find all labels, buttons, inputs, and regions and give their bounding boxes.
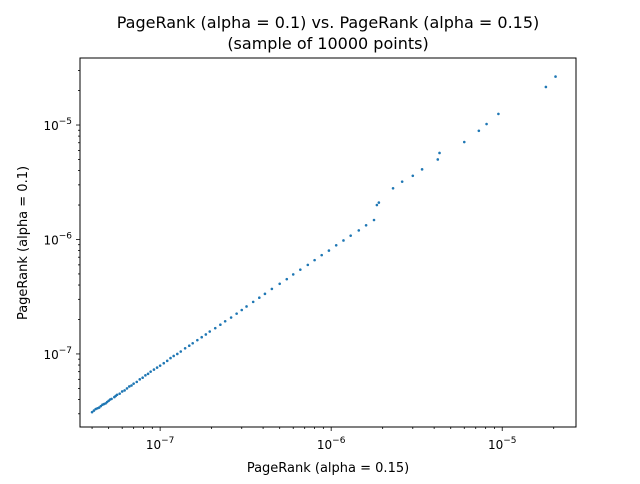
data-point <box>372 218 376 222</box>
data-point <box>554 75 557 78</box>
y-tick-label: 10−6 <box>43 231 72 247</box>
data-point <box>270 287 274 291</box>
data-point <box>196 338 199 342</box>
data-point <box>327 249 331 252</box>
data-point <box>313 258 316 262</box>
data-point <box>183 347 187 350</box>
data-point <box>115 393 119 397</box>
data-point <box>342 239 345 242</box>
data-point <box>187 344 191 348</box>
data-point <box>125 387 129 390</box>
data-point <box>334 243 338 247</box>
chart-title: PageRank (alpha = 0.1) vs. PageRank (alp… <box>117 13 540 32</box>
data-point <box>172 354 175 358</box>
data-point <box>477 129 481 133</box>
data-point <box>169 356 172 360</box>
data-point <box>263 292 267 296</box>
scatter-points <box>90 75 557 414</box>
x-axis-label: PageRank (alpha = 0.15) <box>247 461 409 476</box>
data-point <box>179 350 183 353</box>
data-point <box>400 180 404 183</box>
data-point <box>245 305 248 308</box>
data-point <box>258 296 261 300</box>
x-axis-ticks: 10−7 10−6 10−5 <box>91 427 555 452</box>
data-point <box>152 368 156 371</box>
data-point <box>118 392 121 395</box>
data-point <box>204 333 208 336</box>
data-point <box>123 389 126 392</box>
data-point <box>438 151 441 155</box>
data-point <box>135 380 139 384</box>
data-point <box>462 140 466 144</box>
data-point <box>278 282 281 286</box>
x-tick-label: 10−7 <box>146 436 175 452</box>
data-point <box>155 366 159 369</box>
data-point <box>291 273 295 276</box>
data-point <box>306 263 310 267</box>
y-tick-label: 10−7 <box>43 346 72 362</box>
data-point <box>240 308 244 312</box>
data-point <box>158 364 162 367</box>
data-point <box>229 316 233 319</box>
data-point <box>357 229 361 232</box>
plot-area-frame <box>79 57 577 428</box>
data-point <box>364 224 368 227</box>
data-point <box>191 341 194 345</box>
data-point <box>285 277 289 281</box>
y-tick-label: 10−5 <box>43 117 72 133</box>
data-point <box>149 370 152 373</box>
data-point <box>411 174 415 178</box>
data-point <box>165 359 169 363</box>
data-point <box>497 112 500 116</box>
data-point <box>349 234 352 237</box>
data-point <box>162 361 166 365</box>
data-point <box>92 409 96 412</box>
data-point <box>251 300 255 304</box>
data-point <box>223 319 227 323</box>
data-point <box>138 378 142 381</box>
chart-subtitle: (sample of 10000 points) <box>227 34 428 53</box>
data-point <box>391 186 395 190</box>
data-point <box>132 382 135 385</box>
data-point <box>146 372 150 376</box>
data-point <box>377 201 381 204</box>
data-point <box>110 397 113 401</box>
data-point <box>420 168 424 171</box>
data-point <box>320 253 323 257</box>
data-point <box>544 85 548 89</box>
data-point <box>208 330 212 333</box>
data-point <box>141 376 144 380</box>
data-point <box>130 384 133 387</box>
x-tick-label: 10−6 <box>317 436 346 452</box>
y-axis-label: PageRank (alpha = 0.1) <box>16 166 31 320</box>
data-point <box>127 385 131 388</box>
data-point <box>375 203 379 207</box>
data-point <box>299 268 302 271</box>
data-point <box>219 323 222 327</box>
data-point <box>144 374 147 377</box>
data-point <box>176 352 179 356</box>
x-tick-label: 10−5 <box>488 436 517 452</box>
data-point <box>200 335 204 339</box>
data-point <box>436 158 440 161</box>
data-point <box>120 390 124 393</box>
data-point <box>213 326 217 330</box>
data-point <box>90 410 94 414</box>
data-point <box>485 122 488 126</box>
data-point <box>235 312 238 315</box>
